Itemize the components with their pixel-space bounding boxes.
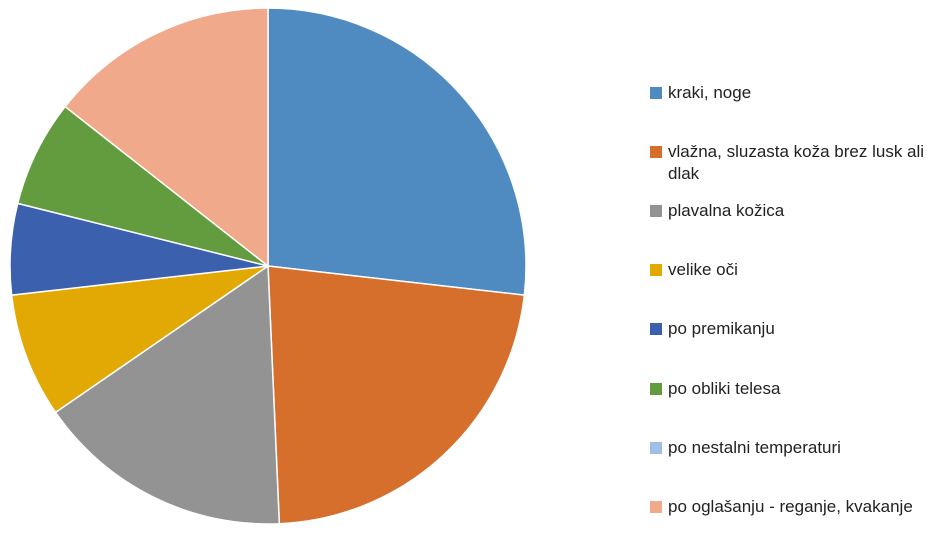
legend-label: kraki, noge	[668, 83, 752, 102]
legend-swatch	[650, 323, 662, 336]
legend-label: po oglašanju - reganje, kvakanje	[668, 496, 913, 516]
legend-item: po obliki telesa	[650, 378, 948, 400]
pie-slice	[54, 264, 281, 525]
legend-swatch	[650, 146, 662, 159]
legend-item: vlažna, sluzasta koža brez lusk ali dlak	[650, 141, 948, 185]
legend-item: po nestalni temperaturi	[650, 437, 948, 459]
chart	[9, 7, 527, 525]
pie-slice	[10, 265, 269, 414]
pie-slice	[267, 265, 526, 525]
legend-item: po oglašanju - reganje, kvakanje	[650, 496, 948, 518]
legend-swatch	[650, 264, 662, 277]
legend-swatch	[650, 500, 662, 513]
legend-item: po premikanju	[650, 318, 948, 340]
legend-label: po nestalni temperaturi	[668, 437, 841, 457]
legend-swatch	[650, 87, 662, 99]
pie-slice	[64, 7, 269, 268]
legend-item: kraki, noge	[650, 82, 948, 104]
legend-swatch	[650, 382, 662, 395]
legend-label: velike oči	[668, 260, 738, 280]
pie-slice	[267, 7, 527, 296]
pie-slice	[16, 105, 269, 267]
legend-label: vlažna, sluzasta koža brez lusk ali dlak	[668, 142, 925, 184]
legend-label: plavalna kožica	[668, 201, 785, 221]
legend-swatch	[650, 205, 662, 218]
legend-item: velike oči	[650, 259, 948, 281]
legend-label: po obliki telesa	[668, 378, 781, 398]
legend-label: po premikanju	[668, 319, 775, 339]
legend-item: plavalna kožica	[650, 200, 948, 222]
legend-swatch	[650, 441, 662, 454]
